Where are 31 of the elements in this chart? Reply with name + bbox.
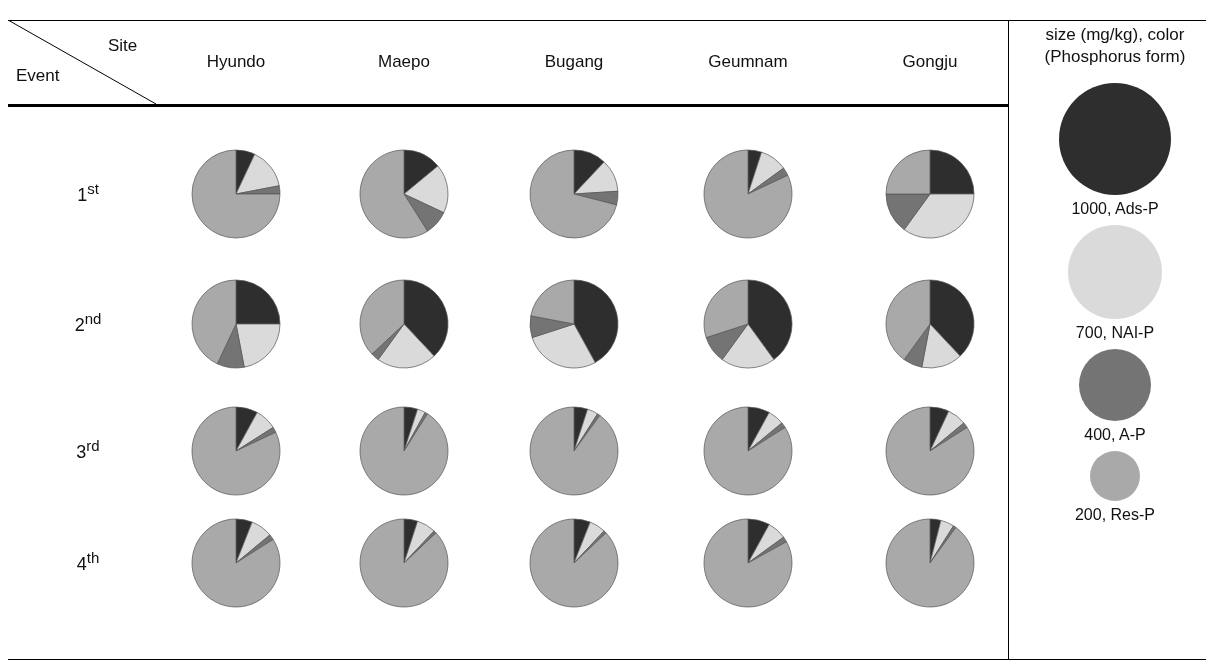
category-label: 3$^{rd}$ [76, 437, 100, 462]
text: Event [16, 66, 60, 86]
category-label: 200, Res-P [1074, 506, 1156, 524]
category-label: 1000, Ads-P [1071, 200, 1159, 218]
pie-slice [529, 406, 619, 496]
text: Site [108, 36, 138, 56]
category-label: 2$^{nd}$ [74, 310, 102, 335]
category-label: 1$^{st}$ [77, 180, 99, 205]
pie-slice [359, 406, 449, 496]
pie-slice [529, 149, 617, 239]
pie-slice [359, 518, 449, 608]
category-label: 700, NAI-P [1075, 324, 1155, 342]
pie-slice [703, 149, 793, 239]
category-label: Hyundo [205, 52, 267, 72]
category-label: Gongju [901, 52, 959, 72]
pie-slice [235, 521, 271, 564]
pie-slice [191, 406, 281, 496]
pie-slice [703, 518, 793, 608]
category-label: 4$^{th}$ [76, 549, 100, 574]
pie-slice [885, 518, 975, 608]
pie-slice [929, 410, 965, 452]
text: size (mg/kg), color (Phosphorus form) [1043, 24, 1187, 68]
pie-slice [529, 518, 619, 608]
category-label: 400, A-P [1084, 426, 1146, 444]
category-label: Bugang [543, 52, 605, 72]
category-label: Geumnam [707, 52, 789, 72]
pie-slice [191, 149, 281, 239]
pie-slice [191, 518, 281, 608]
category-label: Maepo [377, 52, 431, 72]
pie-slice [703, 406, 793, 496]
pie-slice [885, 406, 975, 496]
